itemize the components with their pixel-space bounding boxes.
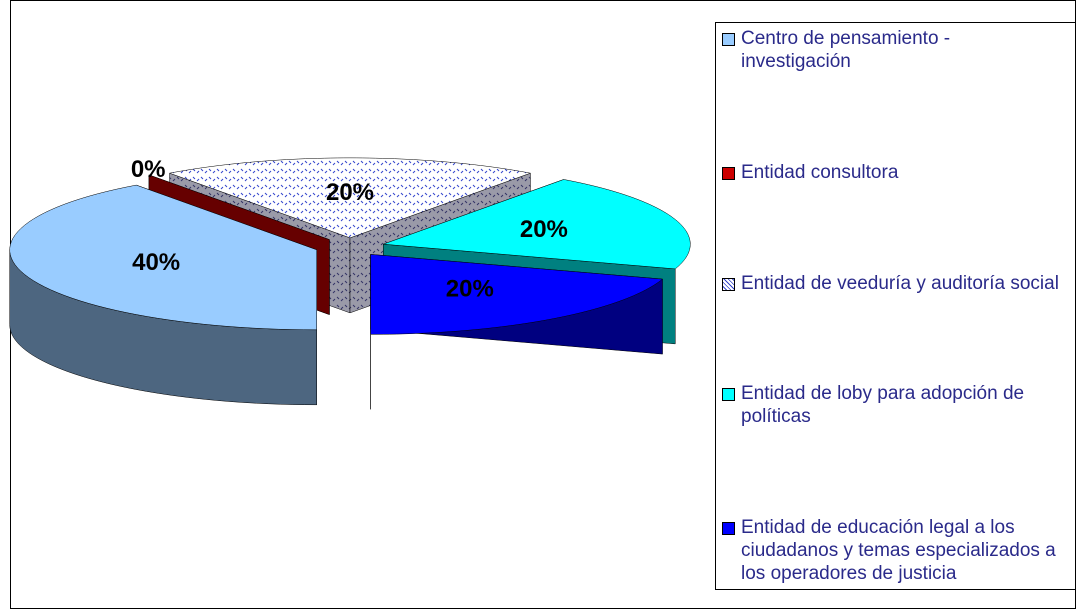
legend-swatch — [722, 277, 735, 291]
data-label: 20% — [520, 216, 568, 243]
slice-top — [383, 179, 691, 270]
legend-label: Entidad de veeduría y auditoría social — [741, 272, 1059, 294]
legend-swatch — [722, 33, 735, 46]
legend: Centro de pensamiento - investigación Ent… — [715, 22, 1076, 590]
legend-entry: Centro de pensamiento - investigación — [722, 27, 1062, 73]
legend-swatch — [722, 166, 735, 180]
data-label: 0% — [131, 156, 166, 183]
legend-label: Entidad consultora — [741, 161, 899, 183]
legend-entry: Entidad de educación legal a los ciudada… — [722, 516, 1062, 585]
legend-label: Entidad de educación legal a los ciudada… — [741, 517, 1056, 584]
slice — [370, 254, 664, 410]
data-label: 20% — [326, 179, 374, 206]
legend-swatch — [722, 388, 735, 402]
slice-top — [370, 254, 664, 335]
legend-entry: Entidad de loby para adopción de polític… — [722, 382, 1062, 428]
slice — [9, 184, 317, 406]
data-label: 40% — [132, 249, 180, 276]
data-label: 20% — [446, 275, 494, 302]
legend-label: Entidad de loby para adopción de polític… — [741, 383, 1025, 428]
legend-swatch — [722, 522, 735, 535]
slice-top — [9, 184, 317, 331]
slice-top — [168, 157, 532, 239]
legend-entry: Entidad consultora — [722, 161, 1062, 184]
legend-entry: Entidad de veeduría y auditoría social — [722, 272, 1062, 295]
legend-label: Centro de pensamiento - investigación — [741, 28, 951, 72]
